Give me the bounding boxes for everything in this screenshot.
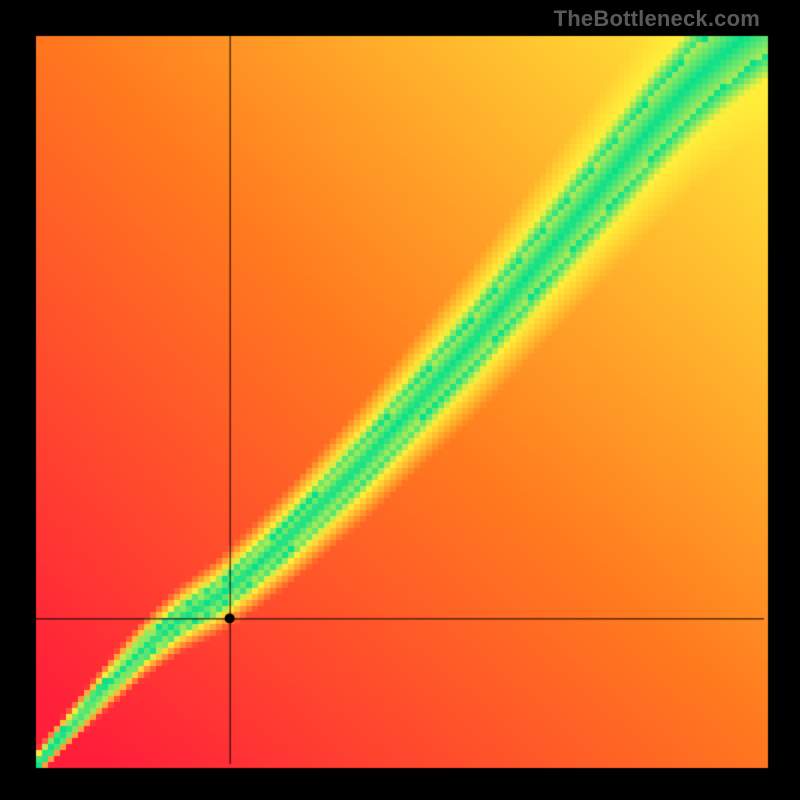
watermark: TheBottleneck.com xyxy=(554,6,760,32)
chart-container: TheBottleneck.com xyxy=(0,0,800,800)
heatmap-canvas xyxy=(0,0,800,800)
